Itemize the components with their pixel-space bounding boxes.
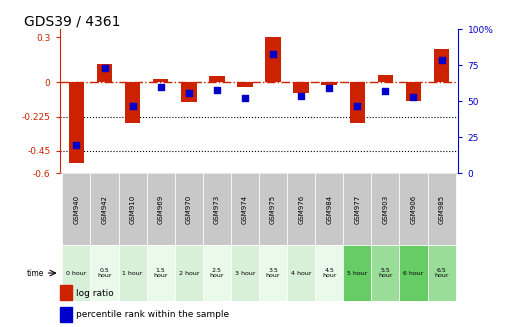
Text: GSM974: GSM974 — [242, 195, 248, 224]
Bar — [175, 173, 203, 245]
Point — [156, 84, 165, 90]
Text: GSM977: GSM977 — [354, 195, 361, 224]
Text: 0.5
hour: 0.5 hour — [97, 267, 112, 279]
Text: percentile rank within the sample: percentile rank within the sample — [76, 310, 228, 319]
Text: GDS39 / 4361: GDS39 / 4361 — [24, 14, 120, 28]
Text: GSM970: GSM970 — [186, 195, 192, 224]
Point — [241, 96, 249, 101]
Bar — [237, 82, 253, 87]
Text: 2 hour: 2 hour — [179, 270, 199, 276]
Bar — [427, 173, 456, 245]
Bar — [315, 173, 343, 245]
Bar — [60, 307, 71, 322]
Text: 2.5
hour: 2.5 hour — [210, 267, 224, 279]
Bar — [322, 82, 337, 85]
Bar — [427, 245, 456, 301]
Bar — [147, 245, 175, 301]
Bar — [371, 245, 399, 301]
Text: 4.5
hour: 4.5 hour — [322, 267, 337, 279]
Bar — [175, 245, 203, 301]
Text: GSM984: GSM984 — [326, 195, 332, 224]
Bar — [378, 75, 393, 82]
Bar — [60, 285, 71, 300]
Point — [213, 87, 221, 93]
Text: 3 hour: 3 hour — [235, 270, 255, 276]
Bar — [259, 245, 287, 301]
Text: 6 hour: 6 hour — [404, 270, 424, 276]
Bar — [203, 173, 231, 245]
Text: 0 hour: 0 hour — [66, 270, 87, 276]
Text: GSM910: GSM910 — [130, 195, 136, 224]
Text: GSM985: GSM985 — [439, 195, 444, 224]
Bar — [153, 79, 168, 82]
Bar — [399, 173, 427, 245]
Bar — [231, 245, 259, 301]
Bar — [265, 37, 281, 82]
Point — [353, 103, 362, 108]
Text: GSM976: GSM976 — [298, 195, 304, 224]
Bar — [399, 245, 427, 301]
Bar — [259, 173, 287, 245]
Text: GSM940: GSM940 — [74, 195, 79, 224]
Point — [269, 51, 277, 57]
Bar — [119, 173, 147, 245]
Text: 3.5
hour: 3.5 hour — [266, 267, 280, 279]
Text: 5.5
hour: 5.5 hour — [378, 267, 393, 279]
Text: GSM969: GSM969 — [157, 195, 164, 224]
Bar — [119, 245, 147, 301]
Bar — [203, 245, 231, 301]
Bar — [350, 82, 365, 123]
Point — [437, 57, 445, 62]
Bar — [315, 245, 343, 301]
Point — [100, 66, 109, 71]
Text: time: time — [27, 268, 44, 278]
Bar — [147, 173, 175, 245]
Bar — [293, 82, 309, 93]
Point — [184, 90, 193, 95]
Bar — [91, 173, 119, 245]
Bar — [62, 245, 91, 301]
Point — [325, 86, 334, 91]
Text: log ratio: log ratio — [76, 289, 113, 298]
Point — [297, 93, 305, 98]
Bar — [287, 245, 315, 301]
Text: 4 hour: 4 hour — [291, 270, 311, 276]
Point — [73, 142, 81, 147]
Text: GSM975: GSM975 — [270, 195, 276, 224]
Text: GSM906: GSM906 — [410, 195, 416, 224]
Text: 1 hour: 1 hour — [122, 270, 143, 276]
Text: GSM973: GSM973 — [214, 195, 220, 224]
Bar — [125, 82, 140, 123]
Point — [381, 89, 390, 94]
Bar — [62, 173, 91, 245]
Point — [128, 103, 137, 108]
Bar — [343, 245, 371, 301]
Bar — [181, 82, 196, 102]
Text: GSM903: GSM903 — [382, 195, 388, 224]
Bar — [343, 173, 371, 245]
Bar — [97, 64, 112, 82]
Text: 1.5
hour: 1.5 hour — [153, 267, 168, 279]
Bar — [287, 173, 315, 245]
Text: 6.5
hour: 6.5 hour — [434, 267, 449, 279]
Text: 5 hour: 5 hour — [347, 270, 367, 276]
Bar — [434, 49, 449, 82]
Bar — [231, 173, 259, 245]
Bar — [406, 82, 421, 101]
Bar — [371, 173, 399, 245]
Bar — [69, 82, 84, 163]
Point — [409, 95, 418, 100]
Bar — [209, 77, 225, 82]
Text: GSM942: GSM942 — [102, 195, 108, 224]
Bar — [91, 245, 119, 301]
